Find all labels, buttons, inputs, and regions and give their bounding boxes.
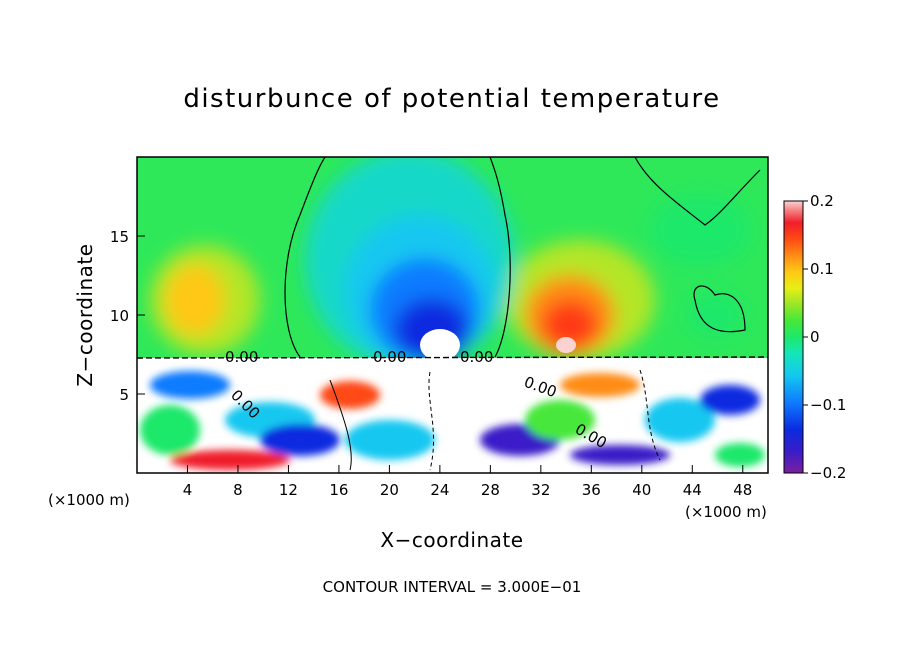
x-tick-label: 40 — [632, 481, 651, 499]
x-axis-label: X−coordinate — [380, 528, 523, 552]
y-axis-label: Z−coordinate — [73, 243, 97, 386]
x-tick-label: 4 — [183, 481, 193, 499]
colorbar — [783, 200, 804, 474]
x-tick-label: 36 — [582, 481, 601, 499]
colorbar-tick-label: 0 — [810, 328, 820, 346]
x-axis: 4 8 12 16 20 24 28 32 36 40 44 48 — [183, 465, 752, 499]
x-tick-label: 12 — [279, 481, 298, 499]
y-tick-label: 10 — [110, 307, 129, 325]
contour-interval-note: CONTOUR INTERVAL = 3.000E−01 — [322, 578, 582, 596]
x-tick-label: 44 — [683, 481, 702, 499]
x-tick-label: 48 — [733, 481, 752, 499]
x-tick-label: 32 — [531, 481, 550, 499]
x-unit-right: (×1000 m) — [685, 503, 767, 521]
y-axis: 5 10 15 — [110, 228, 145, 404]
colorbar-tick-label: −0.1 — [810, 396, 846, 414]
colorbar-ticks: 0.2 0.1 0 −0.1 −0.2 — [803, 192, 846, 482]
y-tick-label: 15 — [110, 228, 129, 246]
chart-title: disturbunce of potential temperature — [183, 84, 721, 114]
heatmap-field — [137, 157, 768, 473]
y-tick-label: 5 — [119, 386, 129, 404]
x-tick-label: 20 — [380, 481, 399, 499]
contour-label: 0.00 — [460, 348, 493, 366]
x-tick-label: 16 — [329, 481, 348, 499]
contour-label: 0.00 — [373, 348, 406, 366]
x-tick-label: 24 — [430, 481, 449, 499]
x-unit-left: (×1000 m) — [48, 491, 130, 509]
x-tick-label: 28 — [481, 481, 500, 499]
contour-label: 0.00 — [225, 348, 258, 366]
colorbar-tick-label: 0.1 — [810, 260, 834, 278]
x-tick-label: 8 — [233, 481, 243, 499]
colorbar-tick-label: −0.2 — [810, 464, 846, 482]
colorbar-tick-label: 0.2 — [810, 192, 834, 210]
